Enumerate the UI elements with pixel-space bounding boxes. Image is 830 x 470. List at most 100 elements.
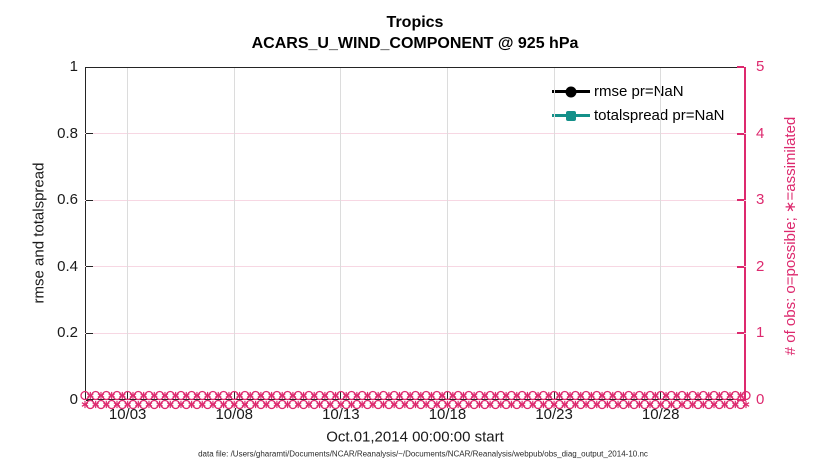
obs-possible-marker (533, 399, 543, 410)
obs-possible-marker (698, 390, 709, 401)
obs-possible-marker (448, 399, 458, 410)
obs-possible-marker (165, 390, 175, 401)
obs-possible-marker (597, 399, 607, 410)
data-file-path: data file: /Users/gharamti/Documents/NCA… (198, 449, 648, 459)
x-tick-mark (127, 392, 129, 399)
x-tick-label: 10/18 (428, 406, 467, 423)
legend-line-totalspread (552, 110, 590, 121)
obs-possible-marker (378, 390, 389, 401)
x-tick-label: 10/13 (322, 406, 360, 423)
y-gridline (85, 332, 746, 334)
obs-possible-marker (485, 390, 495, 401)
right-y-axis-label: # of obs: o=possible; ∗=assimilated (782, 116, 799, 356)
obs-possible-marker (325, 390, 335, 401)
right-tick-mark (737, 265, 744, 268)
obs-possible-marker (128, 399, 138, 410)
y-gridline (85, 266, 746, 268)
obs-possible-marker (634, 390, 645, 401)
obs-possible-marker (704, 399, 714, 410)
obs-possible-marker (122, 390, 133, 401)
obs-possible-marker (277, 399, 287, 410)
obs-possible-marker (266, 399, 277, 410)
obs-possible-marker (506, 390, 517, 401)
obs-possible-marker (107, 399, 117, 410)
left-tick-label: 1 (69, 58, 78, 75)
obs-possible-marker (176, 390, 186, 401)
chart-title-region: Tropics (386, 14, 444, 31)
obs-possible-marker (362, 399, 373, 410)
obs-possible-marker (309, 399, 319, 410)
obs-possible-marker (101, 390, 111, 401)
obs-possible-marker (229, 390, 239, 401)
obs-possible-marker (517, 390, 527, 401)
obs-possible-marker (330, 399, 341, 410)
right-axis-line (744, 67, 746, 401)
obs-possible-marker (522, 399, 533, 410)
left-tick-label: 0.2 (57, 324, 78, 342)
obs-possible-marker (298, 399, 309, 410)
obs-possible-marker (320, 399, 330, 410)
left-tick-label: 0.6 (57, 191, 78, 209)
obs-possible-marker (218, 390, 229, 401)
obs-possible-marker (314, 390, 325, 401)
obs-possible-marker (197, 390, 207, 401)
x-tick-mark (553, 392, 555, 399)
obs-possible-marker (677, 390, 687, 401)
left-y-axis-label: rmse and totalspread (30, 162, 48, 304)
x-tick-mark (660, 392, 662, 399)
obs-possible-marker (112, 390, 122, 401)
x-tick-label: 10/23 (535, 406, 573, 423)
right-tick-label: 3 (756, 191, 765, 209)
legend-label-rmse: rmse pr=NaN (594, 83, 684, 100)
x-gridline (553, 68, 555, 399)
obs-possible-marker (208, 390, 218, 401)
x-tick-mark (446, 392, 448, 399)
x-gridline (233, 68, 235, 399)
x-gridline (446, 68, 448, 399)
obs-possible-marker (261, 390, 271, 401)
obs-possible-marker (736, 399, 746, 410)
obs-possible-marker (426, 399, 437, 410)
obs-possible-marker (138, 399, 149, 410)
x-gridline (340, 68, 342, 399)
obs-possible-marker (192, 399, 202, 410)
obs-possible-marker (501, 399, 511, 410)
left-tick-mark (86, 199, 93, 201)
obs-possible-marker (474, 390, 485, 401)
obs-possible-marker (117, 399, 127, 410)
obs-possible-marker (714, 399, 724, 410)
obs-possible-marker (586, 399, 597, 410)
right-tick-mark (737, 66, 744, 68)
obs-marker-band (80, 390, 751, 410)
obs-possible-marker (592, 390, 602, 401)
obs-possible-marker (682, 399, 693, 410)
obs-possible-marker (725, 399, 735, 410)
obs-possible-marker (688, 390, 698, 401)
obs-possible-marker (480, 399, 490, 410)
obs-possible-marker (554, 399, 565, 410)
obs-possible-marker (394, 399, 405, 410)
right-tick-label: 4 (756, 124, 765, 142)
obs-possible-marker (400, 390, 410, 401)
obs-possible-marker (720, 390, 730, 401)
obs-possible-marker (618, 399, 629, 410)
obs-possible-marker (149, 399, 159, 410)
obs-possible-marker (373, 399, 383, 410)
obs-possible-marker (496, 390, 506, 401)
obs-possible-marker (202, 399, 213, 410)
obs-possible-marker (629, 399, 639, 410)
left-tick-mark (86, 66, 93, 68)
left-tick-mark (86, 133, 93, 135)
left-tick-label: 0.8 (57, 124, 78, 142)
x-gridline (660, 68, 662, 399)
obs-possible-marker (384, 399, 394, 410)
obs-possible-marker (341, 399, 351, 410)
obs-assimilated-marker (742, 400, 750, 409)
obs-possible-marker (624, 390, 634, 401)
obs-possible-marker (170, 399, 181, 410)
obs-possible-marker (490, 399, 501, 410)
obs-possible-marker (133, 390, 143, 401)
obs-possible-marker (245, 399, 255, 410)
legend-label-totalspread: totalspread pr=NaN (594, 107, 725, 124)
